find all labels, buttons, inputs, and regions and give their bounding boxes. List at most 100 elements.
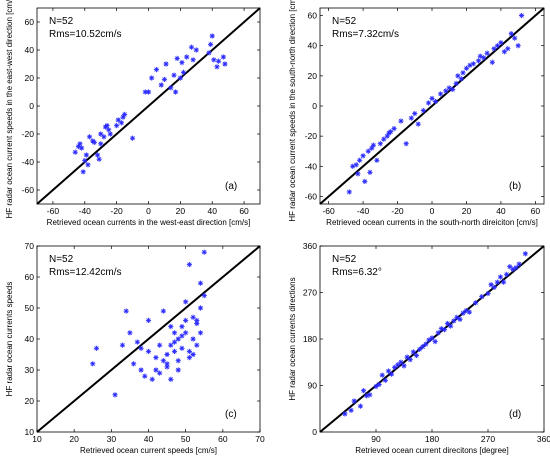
data-point xyxy=(470,61,476,67)
data-point xyxy=(376,381,382,388)
data-point xyxy=(407,357,413,363)
data-point xyxy=(129,135,136,141)
data-point xyxy=(149,376,155,382)
data-point xyxy=(432,338,438,345)
data-point xyxy=(403,141,409,147)
data-point xyxy=(346,189,352,195)
data-point xyxy=(351,398,357,404)
data-point xyxy=(186,262,192,268)
data-point xyxy=(357,403,364,409)
x-tick-label: 90 xyxy=(371,434,381,444)
scatter-panel: -60 -40 -20 0 20 40 60 -60 -40 -20 0 20 40 60 N=52 Rms=… xyxy=(288,0,545,227)
y-tick-label: -40 xyxy=(305,161,318,171)
data-point xyxy=(370,142,377,148)
data-point xyxy=(119,342,126,348)
stat-annotation: N=52 xyxy=(49,254,74,265)
data-point xyxy=(80,169,86,175)
y-tick-label: 0 xyxy=(312,101,317,111)
y-axis-label: HF radar ocean currents directions xyxy=(288,277,297,400)
data-point xyxy=(381,136,387,142)
data-point xyxy=(426,337,432,343)
data-point xyxy=(415,121,421,127)
data-point xyxy=(134,339,140,345)
data-point xyxy=(157,370,163,376)
data-point xyxy=(451,318,457,324)
y-tick-label: 60 xyxy=(25,17,35,27)
data-point xyxy=(153,67,160,73)
y-tick-label: 90 xyxy=(308,381,318,391)
data-point xyxy=(491,46,497,52)
x-tick-label: 20 xyxy=(462,206,472,216)
data-point xyxy=(494,279,500,285)
data-point xyxy=(168,342,174,348)
data-point xyxy=(186,355,192,361)
data-point xyxy=(122,111,128,117)
data-point xyxy=(190,351,196,358)
data-point xyxy=(369,145,375,151)
x-tick-label: -60 xyxy=(47,206,60,216)
reference-line xyxy=(36,7,261,205)
data-point xyxy=(96,156,102,162)
data-point xyxy=(142,89,148,95)
data-point xyxy=(180,69,187,75)
data-point xyxy=(450,86,456,93)
data-point xyxy=(175,358,181,364)
data-point xyxy=(193,47,199,53)
y-axis-label: HF radar ocean current speeds in the sou… xyxy=(288,0,297,222)
data-point xyxy=(507,264,513,270)
data-point xyxy=(215,58,222,64)
data-point xyxy=(145,317,152,323)
data-point xyxy=(491,284,497,290)
data-point xyxy=(357,157,363,163)
panel-label: (c) xyxy=(225,409,237,420)
y-tick-label: 180 xyxy=(303,334,317,344)
data-point xyxy=(360,153,366,159)
x-tick-label: 40 xyxy=(144,434,154,444)
data-point xyxy=(441,327,448,333)
y-tick-label: 20 xyxy=(308,71,318,81)
panel-label: (b) xyxy=(509,181,521,192)
data-point xyxy=(201,249,207,255)
reference-line xyxy=(319,7,545,205)
data-point xyxy=(425,100,432,106)
data-point xyxy=(209,33,215,39)
data-point xyxy=(497,274,504,280)
y-tick-label: 10 xyxy=(25,427,35,437)
data-point xyxy=(175,336,181,342)
data-point xyxy=(484,50,490,56)
data-point xyxy=(177,75,183,81)
data-point xyxy=(90,361,96,367)
data-point xyxy=(114,123,120,129)
data-point xyxy=(429,95,435,102)
data-point xyxy=(201,293,207,299)
y-tick-label: 270 xyxy=(303,288,317,298)
data-point xyxy=(460,70,466,76)
panel-label: (a) xyxy=(225,181,237,192)
x-tick-label: 270 xyxy=(481,434,495,444)
data-point xyxy=(190,336,196,342)
data-point xyxy=(513,265,519,271)
x-tick-label: 180 xyxy=(425,434,439,444)
data-point xyxy=(118,120,125,126)
x-tick-label: 10 xyxy=(32,434,42,444)
data-point xyxy=(206,50,212,56)
data-point xyxy=(190,57,196,63)
y-tick-label: -40 xyxy=(22,157,35,167)
data-point xyxy=(158,82,164,88)
x-tick-label: 40 xyxy=(207,206,217,216)
data-point xyxy=(443,88,449,94)
data-point xyxy=(505,46,511,52)
data-point xyxy=(171,72,177,78)
y-tick-label: 0 xyxy=(29,101,34,111)
data-point xyxy=(123,308,129,314)
data-point xyxy=(365,148,371,154)
data-point xyxy=(391,126,397,132)
data-point xyxy=(362,178,368,184)
x-tick-label: -20 xyxy=(110,206,123,216)
data-point xyxy=(498,40,504,46)
x-tick-label: 60 xyxy=(239,206,249,216)
data-point xyxy=(501,49,507,55)
x-axis-label: Retrieved ocean current direcitons [degr… xyxy=(355,446,508,455)
data-point xyxy=(508,31,514,37)
data-point xyxy=(184,54,190,60)
